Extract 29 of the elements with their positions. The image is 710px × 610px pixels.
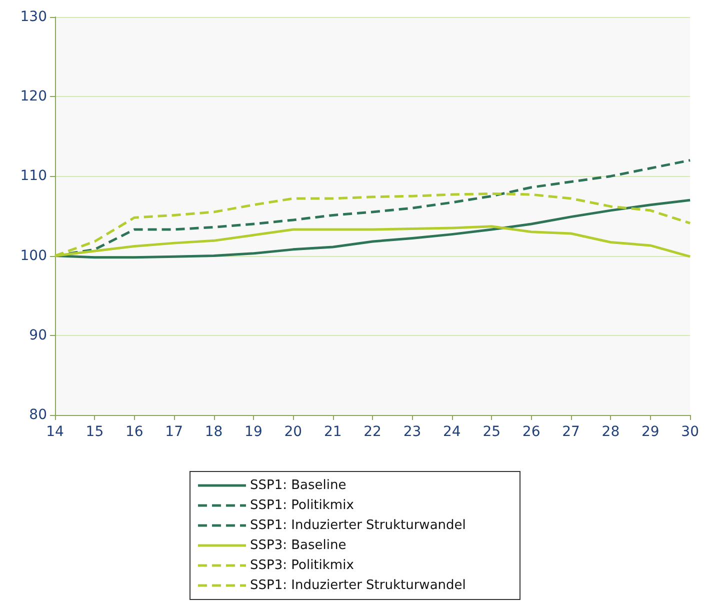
legend-label: SSP1: Induzierter Strukturwandel [250,518,466,533]
y-tick-label: 90 [29,327,47,344]
x-tick-label: 30 [681,424,700,440]
legend-label: SSP1: Politikmix [250,498,354,513]
x-tick-label: 29 [641,424,660,440]
x-tick-label: 15 [86,424,104,440]
x-tick-label: 22 [364,424,382,440]
x-tick-label: 23 [403,424,422,440]
legend-label: SSP3: Baseline [250,538,346,553]
y-tick-label: 120 [20,88,47,105]
x-tick-label: 25 [482,424,501,440]
y-tick-label: 110 [20,168,47,184]
x-tick-label: 16 [125,424,144,440]
legend-label: SSP1: Baseline [250,478,346,493]
x-tick-label: 24 [443,424,461,440]
x-tick-label: 14 [46,424,64,440]
y-tick-label: 100 [20,248,47,264]
x-tick-label: 26 [522,424,540,440]
x-tick-label: 21 [324,424,342,440]
y-tick-label: 80 [29,407,47,423]
x-tick-label: 18 [204,424,223,440]
x-tick-label: 19 [244,424,262,440]
x-tick-label: 20 [284,424,302,440]
x-tick-label: 27 [562,424,580,440]
y-tick-label: 130 [20,9,47,25]
legend-label: SSP3: Politikmix [250,558,354,573]
x-tick-label: 28 [602,424,620,440]
x-tick-label: 17 [165,424,183,440]
legend-label: SSP1: Induzierter Strukturwandel [250,578,466,593]
